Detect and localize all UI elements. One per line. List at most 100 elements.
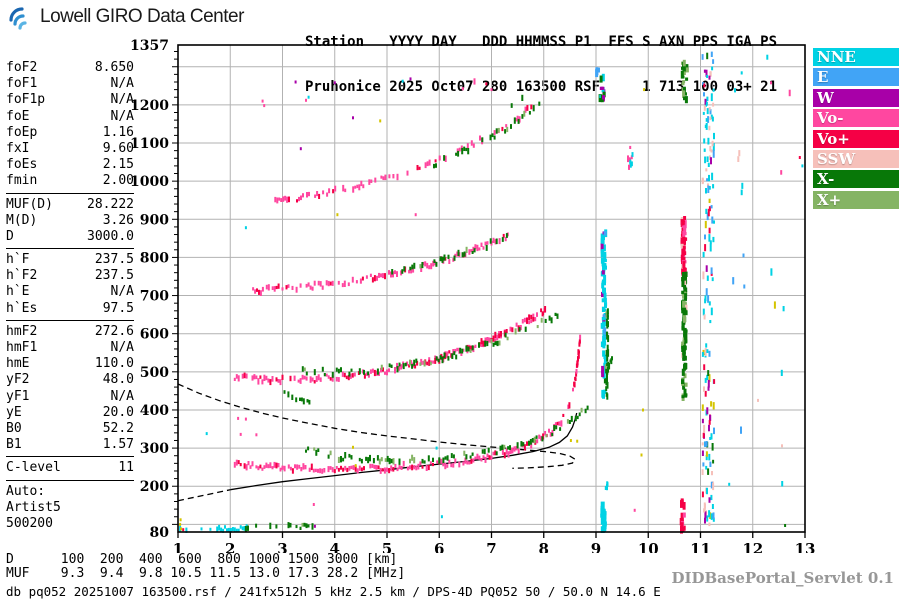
trace-f4hop-x	[433, 101, 541, 169]
param-value: N/A	[110, 340, 134, 355]
x-tick-label: 1	[173, 540, 183, 553]
param-label: yF1	[6, 388, 30, 404]
param-label: foF1p	[6, 92, 46, 108]
divider	[6, 192, 134, 194]
noise-speckles	[179, 77, 804, 532]
param-label: M(D)	[6, 212, 38, 228]
param-row-hes: h`Es 97.5	[6, 301, 134, 317]
y-tick-label: 900	[140, 212, 169, 228]
param-label: h`F	[6, 252, 30, 268]
legend-item-x: X+	[813, 190, 899, 209]
transmission-curve-low-dashed	[177, 489, 231, 502]
param-value: N/A	[110, 388, 134, 404]
trace-f5hop-x	[510, 94, 524, 108]
divider	[6, 319, 134, 321]
param-row-he: h`E N/A	[6, 284, 134, 300]
autoscaling-info: Auto:	[6, 484, 134, 500]
param-label: h`F2	[6, 268, 38, 284]
autoscaling-info: 500200	[6, 516, 134, 532]
legend-label: X+	[817, 190, 842, 209]
param-row-foe: foE N/A	[6, 109, 134, 125]
param-row-mufd: MUF(D) 28.222	[6, 197, 134, 213]
param-row-hmf1: hmF1 N/A	[6, 340, 134, 356]
param-label: h`Es	[6, 300, 38, 316]
param-value: 272.6	[94, 323, 134, 339]
rfi-column	[604, 481, 609, 491]
ionogram-plot: 1357120011001000900800700600500400300200…	[130, 38, 815, 553]
param-row-hf2: h`F2 237.5	[6, 268, 134, 284]
logo-text: Lowell GIRO Data Center	[40, 6, 244, 27]
param-row-fxi: fxI 9.60	[6, 141, 134, 157]
y-tick-label: 500	[140, 365, 169, 381]
param-label: h`E	[6, 284, 30, 300]
param-row-foes: foEs 2.15	[6, 157, 134, 173]
y-tick-label: 400	[140, 403, 169, 419]
param-row-hme: hmE 110.0	[6, 356, 134, 372]
rfi-column	[604, 308, 610, 400]
param-row-foep: foEp 1.16	[6, 125, 134, 141]
param-value: 3000.0	[87, 228, 134, 244]
legend-label: Vo+	[817, 129, 850, 148]
trace-f1hop-o-rise	[567, 334, 582, 409]
trace-f3hop-o	[252, 232, 509, 296]
x-tick-label: 5	[382, 540, 392, 553]
param-label: foEp	[6, 124, 38, 140]
param-value: N/A	[110, 108, 134, 124]
param-row-yf1: yF1 N/A	[6, 389, 134, 405]
parameter-panel: foF2 8.650 foF1 N/A foF1p N/A foE N/A foEp 1.16 fx…	[6, 60, 134, 532]
trace-f3hop-x	[391, 233, 508, 275]
y-tick-label: 700	[140, 289, 169, 305]
legend-item-ssw: SSW	[813, 149, 899, 168]
param-value: 237.5	[94, 252, 134, 268]
param-value: N/A	[110, 76, 134, 92]
rfi-column	[595, 67, 600, 78]
transmission-curve-high-dashed	[177, 383, 577, 469]
param-label: B1	[6, 437, 22, 453]
autoscaling-text: Artist5	[6, 499, 61, 515]
legend-label: X-	[817, 170, 835, 189]
param-row-fof1: foF1 N/A	[6, 76, 134, 92]
param-label: hmF1	[6, 340, 38, 355]
param-row-b1: B1 1.57	[6, 437, 134, 453]
rfi-column	[680, 216, 688, 277]
param-value: 52.2	[102, 420, 134, 436]
legend-item-x: X-	[813, 170, 899, 189]
param-value: 97.5	[102, 300, 134, 316]
y-tick-label: 800	[140, 250, 169, 266]
param-value: 2.15	[102, 157, 134, 173]
param-value: 11	[118, 460, 134, 476]
rfi-column	[600, 229, 608, 399]
param-label: foF2	[6, 60, 38, 75]
y-tick-label: 80	[150, 525, 170, 541]
param-row-fof1p: foF1p N/A	[6, 92, 134, 108]
legend-item-vo: Vo-	[813, 109, 899, 128]
y-tick-label: 1357	[130, 38, 169, 54]
autoscaling-info: Artist5	[6, 500, 134, 516]
param-row-fof2: foF2 8.650	[6, 60, 134, 76]
rfi-column	[598, 73, 606, 103]
x-tick-label: 8	[539, 540, 549, 553]
direction-legend: NNE E W Vo- Vo+ SSW X- X+	[813, 48, 899, 211]
legend-item-vo: Vo+	[813, 129, 899, 148]
param-row-fmin: fmin 2.00	[6, 173, 134, 189]
legend-label: Vo-	[817, 109, 844, 128]
measurement-status-line: db pq052 20251007 163500.rsf / 241fx512h…	[6, 584, 661, 599]
giro-wave-icon	[9, 7, 27, 30]
param-row-hmf2: hmF2 272.6	[6, 324, 134, 340]
divider	[6, 456, 134, 458]
param-label: yF2	[6, 372, 30, 388]
legend-label: E	[817, 68, 829, 87]
param-value: 28.222	[87, 196, 134, 212]
param-label: foEs	[6, 157, 38, 173]
param-value: 3.26	[102, 212, 134, 228]
rfi-column	[766, 54, 791, 487]
param-label: yE	[6, 404, 22, 420]
autoscaling-text: Auto:	[6, 483, 46, 499]
param-value: 20.0	[102, 404, 134, 420]
x-tick-label: 10	[638, 540, 659, 553]
muf-distance-table: D 100 200 400 600 800 1000 1500 3000 [km…	[6, 553, 405, 580]
param-value: 110.0	[94, 356, 134, 372]
param-value: 2.00	[102, 173, 134, 189]
param-row-d: D 3000.0	[6, 229, 134, 245]
param-row-hf: h`F 237.5	[6, 252, 134, 268]
